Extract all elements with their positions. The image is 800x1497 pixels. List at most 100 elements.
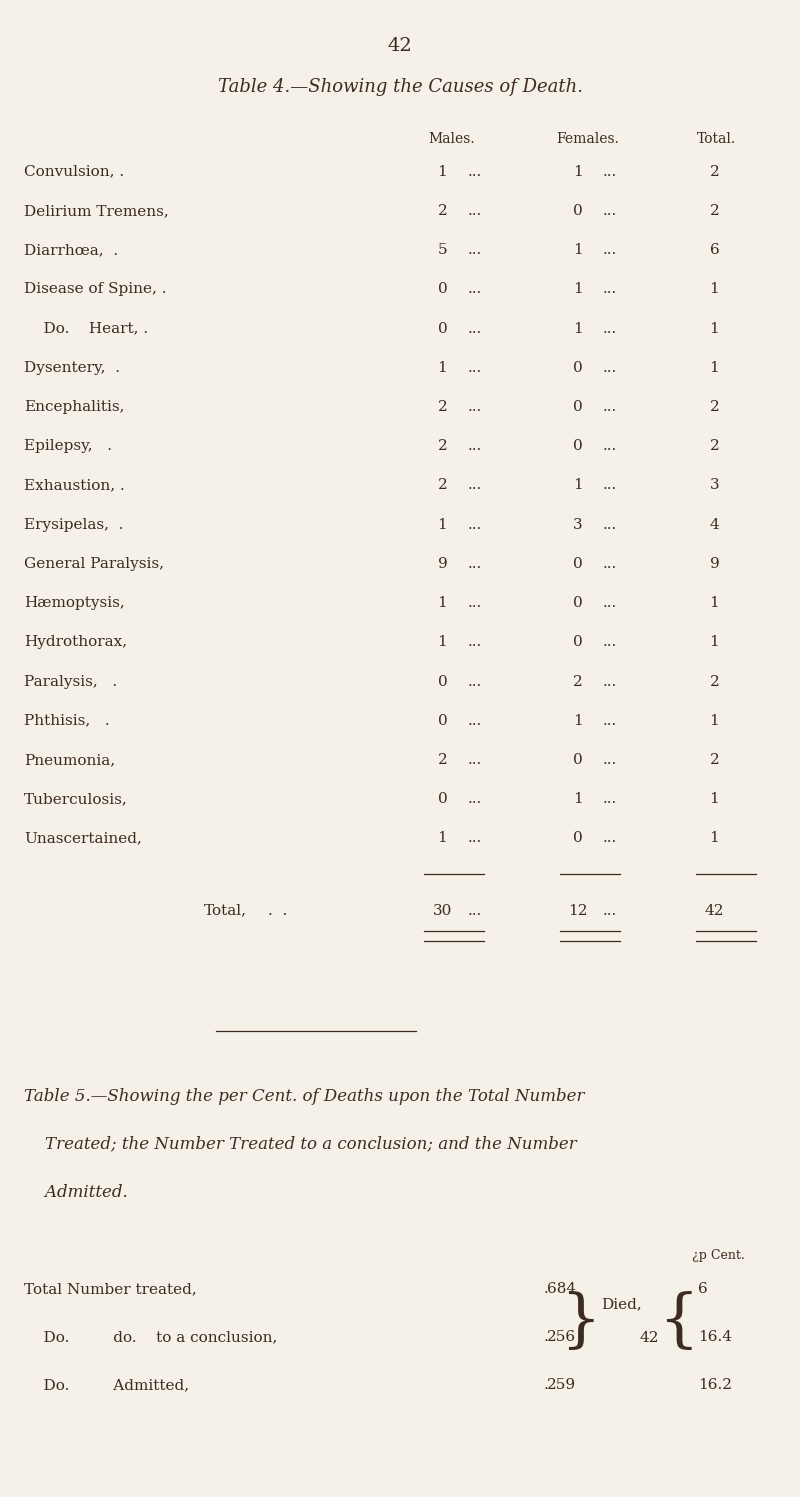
Text: 0: 0 [573, 400, 582, 415]
Text: 1: 1 [438, 361, 447, 374]
Text: ...: ... [467, 635, 482, 650]
Text: ...: ... [467, 322, 482, 335]
Text: Unascertained,: Unascertained, [24, 831, 142, 846]
Text: 12: 12 [568, 904, 587, 918]
Text: Encephalitis,: Encephalitis, [24, 400, 125, 415]
Text: Delirium Tremens,: Delirium Tremens, [24, 204, 169, 219]
Text: General Paralysis,: General Paralysis, [24, 557, 164, 570]
Text: Epilepsy,   .: Epilepsy, . [24, 439, 112, 454]
Text: Total.: Total. [697, 132, 735, 145]
Text: {: { [658, 1292, 698, 1353]
Text: .: . [544, 1331, 549, 1344]
Text: ...: ... [467, 283, 482, 296]
Text: ...: ... [602, 635, 617, 650]
Text: ¿p Cent.: ¿p Cent. [692, 1250, 745, 1262]
Text: 2: 2 [438, 753, 447, 766]
Text: ...: ... [467, 400, 482, 415]
Text: 1: 1 [573, 322, 582, 335]
Text: ...: ... [467, 831, 482, 846]
Text: ...: ... [602, 557, 617, 570]
Text: 3: 3 [573, 518, 582, 531]
Text: 0: 0 [573, 557, 582, 570]
Text: ...: ... [467, 439, 482, 454]
Text: }: } [560, 1292, 601, 1353]
Text: 42: 42 [388, 37, 412, 55]
Text: ...: ... [467, 479, 482, 493]
Text: ...: ... [467, 596, 482, 611]
Text: Diarrhœa,  .: Diarrhœa, . [24, 243, 118, 257]
Text: Females.: Females. [557, 132, 619, 145]
Text: ...: ... [602, 243, 617, 257]
Text: 1: 1 [710, 283, 719, 296]
Text: 1: 1 [710, 635, 719, 650]
Text: 684: 684 [547, 1283, 576, 1296]
Text: ...: ... [467, 243, 482, 257]
Text: Do.         do.    to a conclusion,: Do. do. to a conclusion, [24, 1331, 278, 1344]
Text: ...: ... [602, 904, 617, 918]
Text: .: . [544, 1379, 549, 1392]
Text: 2: 2 [710, 165, 719, 178]
Text: Do.         Admitted,: Do. Admitted, [24, 1379, 189, 1392]
Text: 2: 2 [438, 400, 447, 415]
Text: Total Number treated,: Total Number treated, [24, 1283, 197, 1296]
Text: 1: 1 [573, 165, 582, 178]
Text: 1: 1 [710, 831, 719, 846]
Text: 9: 9 [438, 557, 447, 570]
Text: 1: 1 [438, 831, 447, 846]
Text: 42: 42 [640, 1331, 659, 1344]
Text: 9: 9 [710, 557, 719, 570]
Text: 0: 0 [438, 322, 447, 335]
Text: 1: 1 [438, 596, 447, 611]
Text: ...: ... [467, 361, 482, 374]
Text: 0: 0 [573, 596, 582, 611]
Text: ...: ... [602, 792, 617, 807]
Text: 16.4: 16.4 [698, 1331, 733, 1344]
Text: Pneumonia,: Pneumonia, [24, 753, 115, 766]
Text: ...: ... [602, 322, 617, 335]
Text: 0: 0 [573, 204, 582, 219]
Text: 42: 42 [705, 904, 724, 918]
Text: ...: ... [602, 361, 617, 374]
Text: 1: 1 [438, 518, 447, 531]
Text: Admitted.: Admitted. [24, 1184, 128, 1201]
Text: 1: 1 [710, 322, 719, 335]
Text: ...: ... [467, 204, 482, 219]
Text: 2: 2 [573, 675, 582, 689]
Text: Died,: Died, [602, 1298, 642, 1311]
Text: 1: 1 [438, 635, 447, 650]
Text: Disease of Spine, .: Disease of Spine, . [24, 283, 166, 296]
Text: ...: ... [602, 831, 617, 846]
Text: ...: ... [467, 165, 482, 178]
Text: Table 5.—Showing the per Cent. of Deaths upon the Total Number: Table 5.—Showing the per Cent. of Deaths… [24, 1088, 585, 1105]
Text: 3: 3 [710, 479, 719, 493]
Text: 1: 1 [438, 165, 447, 178]
Text: 1: 1 [573, 792, 582, 807]
Text: ...: ... [602, 518, 617, 531]
Text: Exhaustion, .: Exhaustion, . [24, 479, 125, 493]
Text: ...: ... [467, 557, 482, 570]
Text: 256: 256 [547, 1331, 576, 1344]
Text: 1: 1 [710, 361, 719, 374]
Text: ...: ... [602, 479, 617, 493]
Text: ...: ... [467, 675, 482, 689]
Text: 1: 1 [710, 792, 719, 807]
Text: 0: 0 [438, 714, 447, 728]
Text: 2: 2 [438, 439, 447, 454]
Text: 1: 1 [573, 283, 582, 296]
Text: ...: ... [602, 675, 617, 689]
Text: ...: ... [602, 165, 617, 178]
Text: .  .: . . [268, 904, 287, 918]
Text: 4: 4 [710, 518, 719, 531]
Text: ...: ... [602, 439, 617, 454]
Text: 1: 1 [710, 714, 719, 728]
Text: ...: ... [467, 753, 482, 766]
Text: 1: 1 [573, 243, 582, 257]
Text: 2: 2 [710, 204, 719, 219]
Text: Hydrothorax,: Hydrothorax, [24, 635, 127, 650]
Text: 2: 2 [710, 439, 719, 454]
Text: ...: ... [467, 714, 482, 728]
Text: ...: ... [602, 753, 617, 766]
Text: Total,: Total, [204, 904, 247, 918]
Text: 2: 2 [438, 204, 447, 219]
Text: 6: 6 [698, 1283, 708, 1296]
